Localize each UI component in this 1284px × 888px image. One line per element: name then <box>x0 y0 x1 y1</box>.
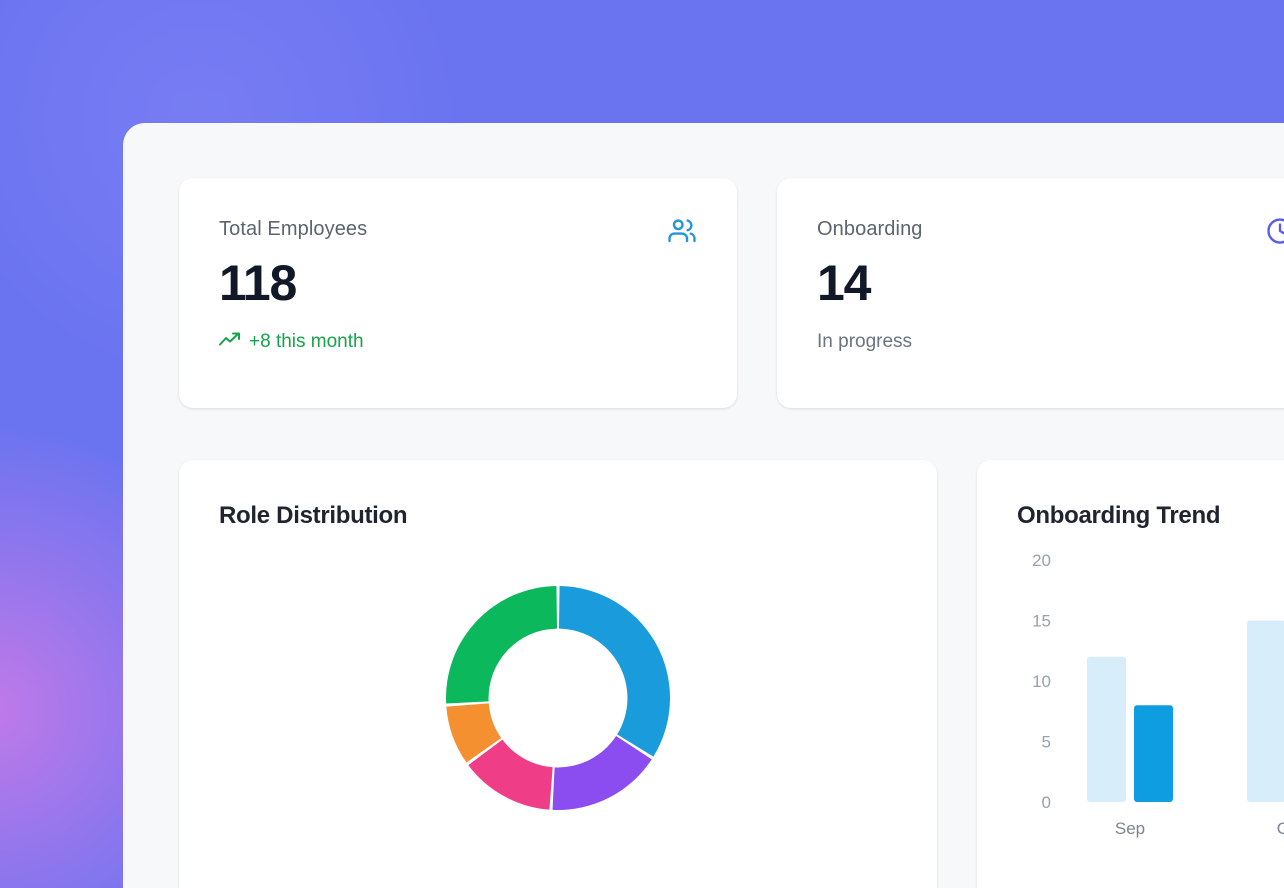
bar-chart: 0 5 10 15 20 Sep Oct <box>977 540 1284 875</box>
bar[interactable] <box>1134 705 1173 802</box>
bar-chart-svg: 0 5 10 15 20 Sep Oct <box>1032 551 1284 838</box>
donut-segment[interactable] <box>558 586 670 757</box>
stat-value: 14 <box>817 255 871 311</box>
y-axis-tick: 20 <box>1032 551 1051 570</box>
stat-card-total-employees[interactable]: Total Employees 118 +8 this month <box>179 178 737 408</box>
donut-segment[interactable] <box>446 703 502 763</box>
bar[interactable] <box>1087 656 1126 802</box>
stat-label: Onboarding <box>817 218 923 240</box>
donut-segment[interactable] <box>468 739 553 810</box>
chart-title: Role Distribution <box>219 502 408 529</box>
y-axis-tick: 0 <box>1042 793 1051 812</box>
stat-value: 118 <box>219 255 297 311</box>
stat-status-label: In progress <box>817 331 913 352</box>
donut-chart-svg <box>446 586 670 810</box>
donut-segment[interactable] <box>552 736 652 810</box>
x-axis-label: Oct <box>1277 819 1284 838</box>
donut-segment[interactable] <box>446 586 558 704</box>
chart-card-row: Role Distribution Onboarding Trend 0 5 10 1… <box>179 460 1284 888</box>
x-axis-label: Sep <box>1115 819 1145 838</box>
bar[interactable] <box>1247 620 1284 803</box>
chart-card-role-distribution[interactable]: Role Distribution <box>179 460 937 888</box>
stat-status: In progress <box>817 331 1284 353</box>
trend-up-icon <box>219 331 241 353</box>
stat-delta: +8 this month <box>219 331 697 353</box>
y-axis-tick: 15 <box>1032 612 1051 631</box>
stat-label: Total Employees <box>219 218 368 240</box>
users-icon <box>667 216 697 251</box>
dashboard-panel: Total Employees 118 +8 this month <box>123 123 1284 888</box>
chart-title: Onboarding Trend <box>1017 502 1221 529</box>
y-axis-tick: 5 <box>1042 733 1051 752</box>
y-axis-tick: 10 <box>1032 672 1051 691</box>
stat-card-row: Total Employees 118 +8 this month <box>179 178 1284 408</box>
chart-card-onboarding-trend[interactable]: Onboarding Trend 0 5 10 15 20 Sep Oct <box>977 460 1284 888</box>
donut-chart <box>179 578 937 818</box>
clock-icon <box>1265 216 1284 251</box>
stat-delta-label: +8 this month <box>249 331 364 352</box>
stat-card-onboarding[interactable]: Onboarding 14 In progress <box>777 178 1284 408</box>
